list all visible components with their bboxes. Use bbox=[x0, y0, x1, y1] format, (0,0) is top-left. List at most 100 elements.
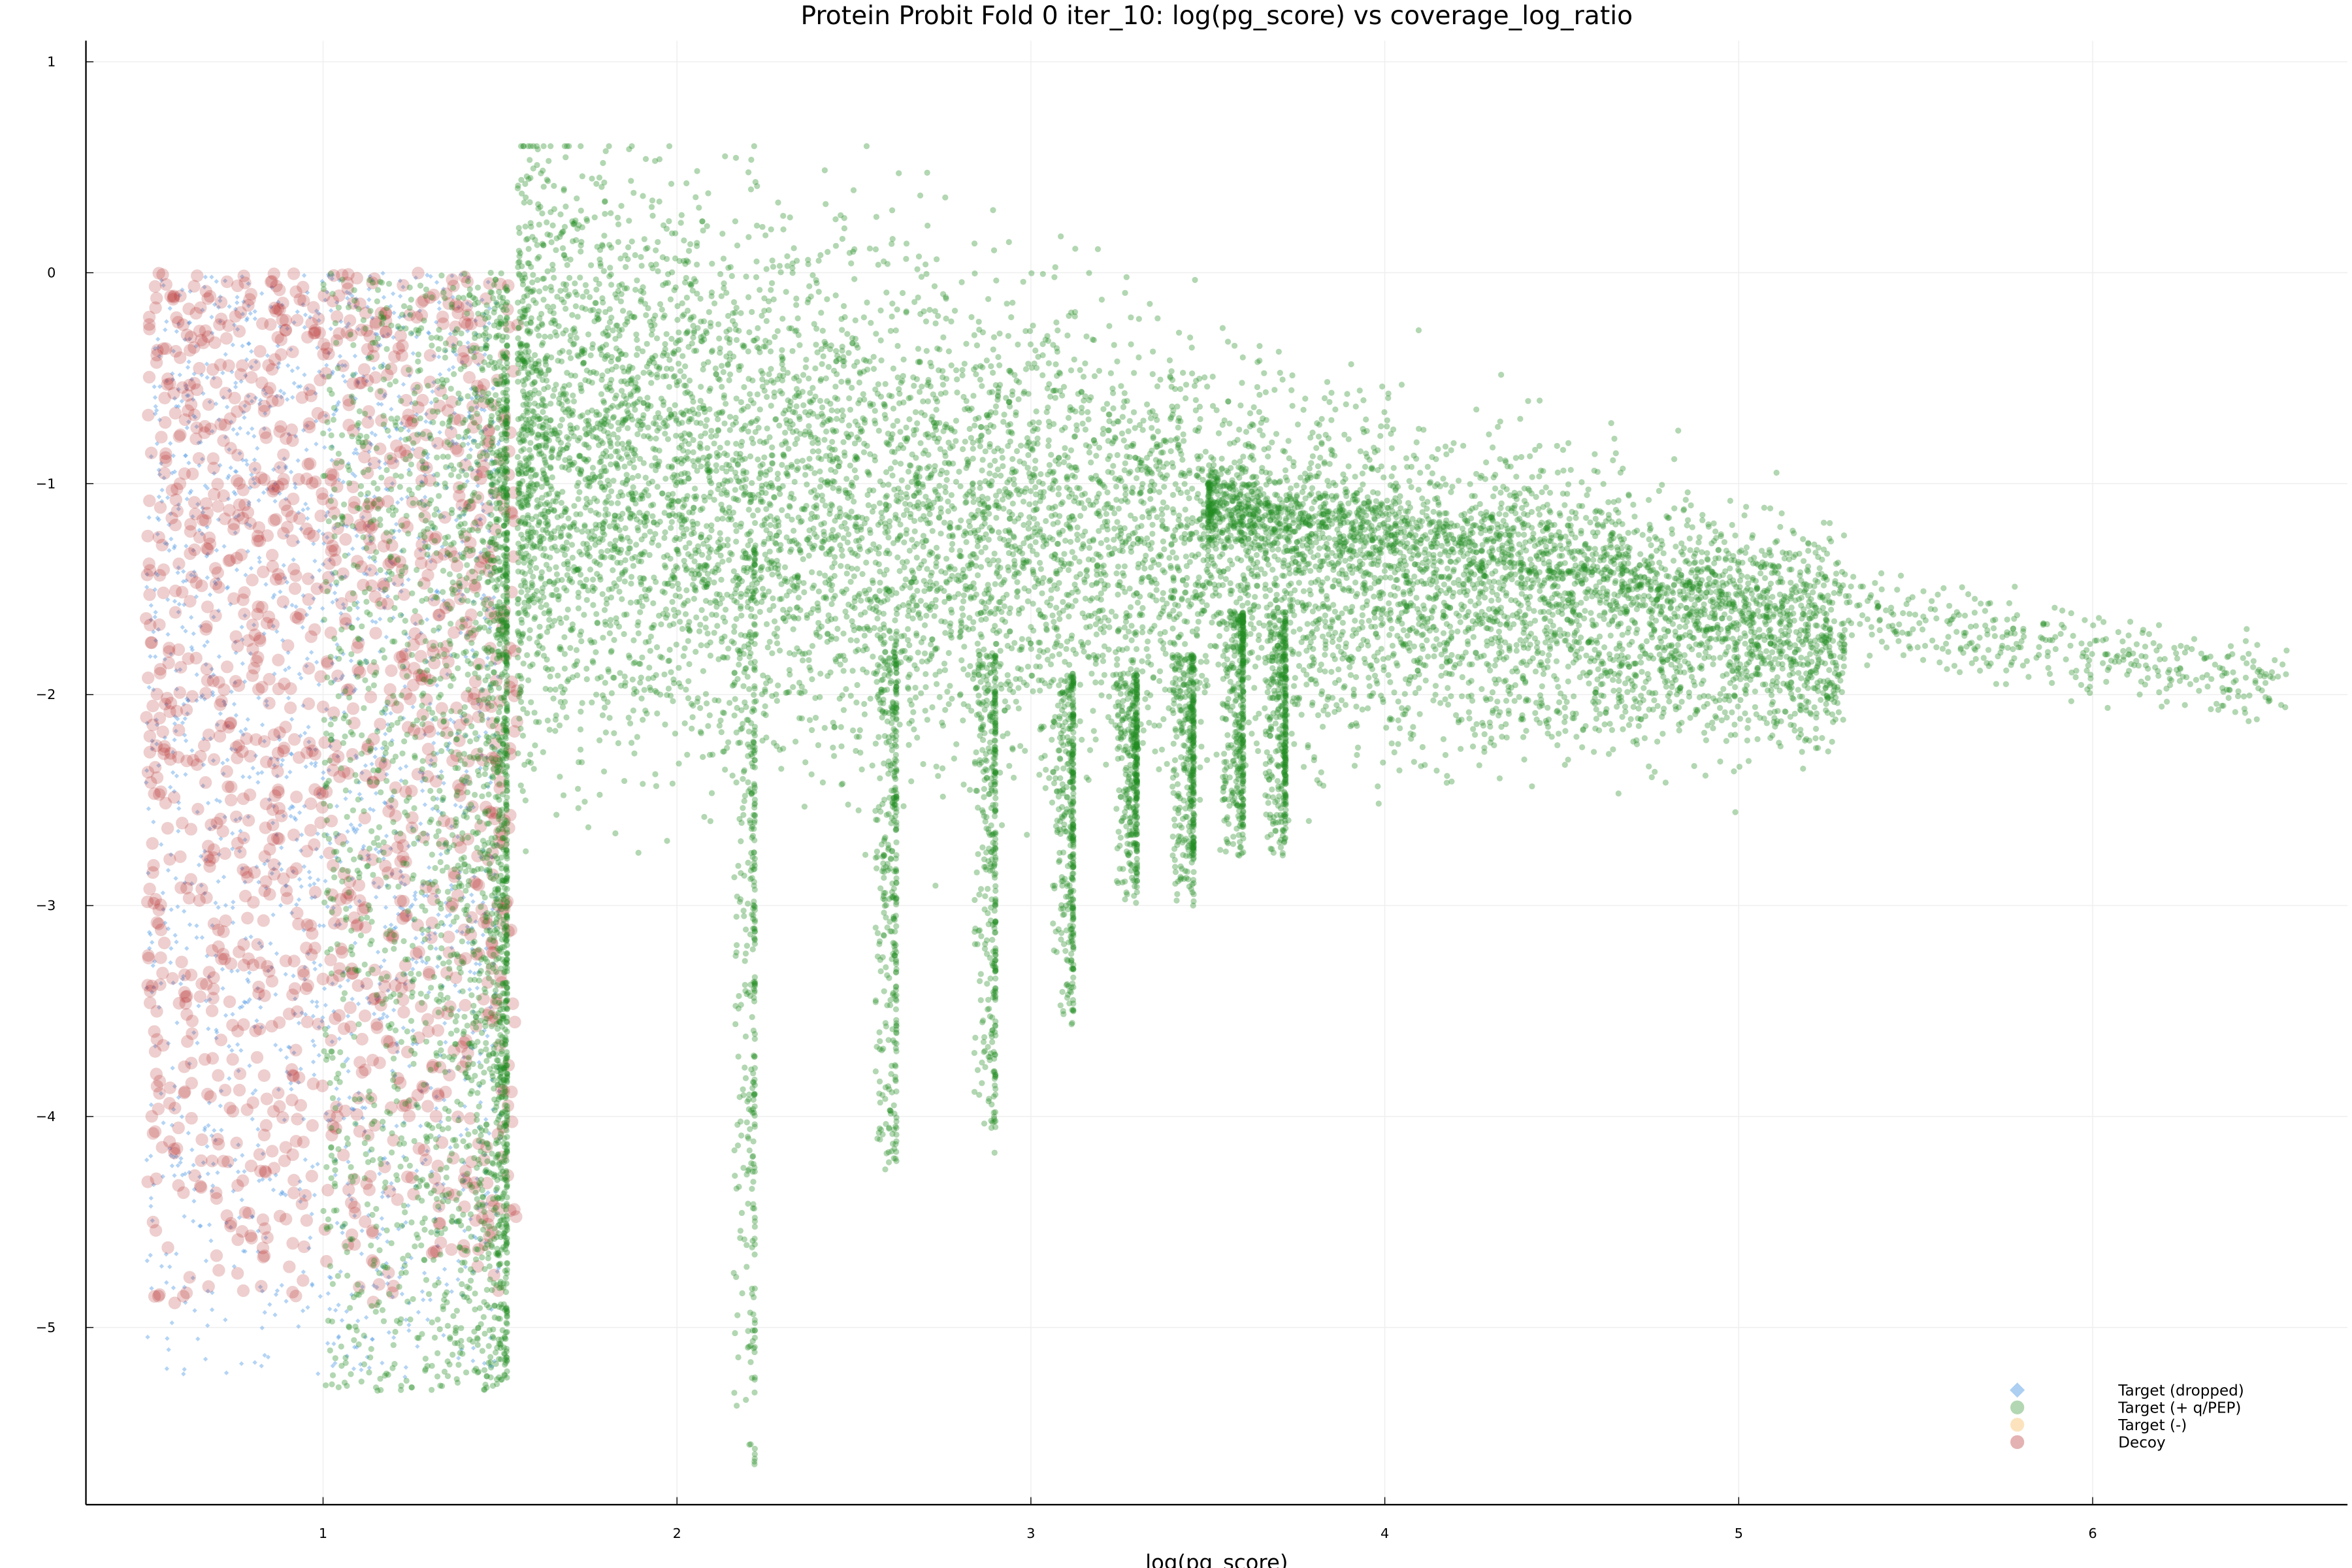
data-point-decoy bbox=[257, 1249, 271, 1262]
data-point-decoy bbox=[185, 570, 199, 583]
data-point-decoy bbox=[297, 964, 310, 978]
data-point-target-q-pep bbox=[426, 500, 433, 507]
data-point-target-q-pep bbox=[478, 397, 485, 403]
data-point-decoy bbox=[416, 393, 429, 407]
data-point-target-q-pep bbox=[478, 711, 485, 718]
data-point-target-q-pep bbox=[472, 1256, 480, 1263]
data-point-target-dropped bbox=[169, 1320, 174, 1326]
data-point-decoy bbox=[369, 371, 382, 384]
data-point-decoy bbox=[274, 348, 287, 361]
data-point-target-dropped bbox=[403, 972, 408, 977]
data-point-target-q-pep bbox=[346, 480, 353, 487]
data-point-target-q-pep bbox=[343, 906, 350, 912]
data-point-target-dropped bbox=[246, 502, 252, 508]
data-point-target-dropped bbox=[325, 534, 330, 540]
data-point-decoy bbox=[220, 332, 233, 345]
data-point-decoy bbox=[423, 725, 436, 738]
data-point-decoy bbox=[212, 1069, 225, 1082]
data-point-target-q-pep bbox=[447, 1334, 453, 1341]
data-point-target-dropped bbox=[394, 427, 400, 433]
data-point-decoy bbox=[251, 938, 264, 951]
data-point-decoy bbox=[143, 588, 156, 601]
data-point-target-dropped bbox=[342, 1222, 347, 1228]
data-point-target-q-pep bbox=[408, 330, 414, 336]
data-point-target-dropped bbox=[291, 320, 297, 325]
data-point-target-dropped bbox=[377, 465, 382, 470]
data-point-target-dropped bbox=[265, 353, 270, 358]
data-point-target-q-pep bbox=[389, 529, 395, 535]
data-point-target-q-pep bbox=[325, 518, 332, 525]
data-point-decoy bbox=[335, 946, 349, 959]
data-point-target-q-pep bbox=[390, 1342, 397, 1348]
data-point-decoy bbox=[316, 493, 330, 506]
data-point-target-dropped bbox=[497, 1112, 502, 1117]
data-point-target-q-pep bbox=[504, 1028, 510, 1035]
data-point-target-dropped bbox=[224, 585, 230, 591]
data-point-decoy bbox=[185, 1111, 198, 1125]
data-point-target-q-pep bbox=[382, 586, 389, 593]
data-point-target-q-pep bbox=[429, 294, 435, 301]
data-point-target-dropped bbox=[446, 1068, 452, 1074]
data-point-target-q-pep bbox=[335, 365, 341, 372]
data-point-target-dropped bbox=[186, 698, 191, 703]
data-point-target-q-pep bbox=[448, 621, 454, 627]
data-point-decoy bbox=[273, 1209, 287, 1223]
data-point-target-dropped bbox=[312, 747, 318, 753]
data-point-target-dropped bbox=[171, 980, 176, 986]
data-point-decoy bbox=[274, 461, 287, 474]
data-point-decoy bbox=[142, 671, 155, 685]
data-point-decoy bbox=[412, 267, 425, 280]
data-point-decoy bbox=[146, 1215, 159, 1229]
data-point-target-dropped bbox=[438, 1119, 444, 1124]
data-point-decoy bbox=[255, 1280, 268, 1293]
data-point-target-dropped bbox=[391, 926, 397, 931]
data-point-target-q-pep bbox=[484, 617, 491, 624]
data-point-target-q-pep bbox=[482, 677, 489, 684]
data-point-target-dropped bbox=[323, 413, 329, 418]
data-point-target-dropped bbox=[178, 1160, 183, 1166]
data-point-target-q-pep bbox=[378, 789, 384, 796]
data-point-target-dropped bbox=[474, 389, 480, 395]
data-point-target-q-pep bbox=[451, 1340, 458, 1347]
data-point-target-dropped bbox=[476, 969, 482, 975]
data-point-decoy bbox=[304, 797, 318, 810]
data-point-target-dropped bbox=[163, 1252, 169, 1257]
data-point-target-dropped bbox=[352, 1213, 357, 1218]
data-point-decoy bbox=[263, 696, 276, 710]
data-point-target-q-pep bbox=[461, 270, 468, 277]
data-point-decoy bbox=[400, 1170, 414, 1183]
data-point-target-dropped bbox=[149, 1286, 154, 1291]
data-point-target-q-pep bbox=[395, 1086, 401, 1092]
data-point-target-q-pep bbox=[410, 826, 417, 833]
data-point-target-q-pep bbox=[365, 970, 372, 977]
data-point-decoy bbox=[305, 317, 318, 330]
data-point-target-dropped bbox=[299, 832, 304, 838]
data-point-target-dropped bbox=[399, 589, 404, 594]
data-point-target-q-pep bbox=[431, 1256, 437, 1263]
data-point-target-q-pep bbox=[493, 910, 500, 917]
data-point-target-dropped bbox=[233, 306, 238, 312]
data-point-decoy bbox=[289, 569, 302, 582]
data-point-target-q-pep bbox=[401, 629, 408, 636]
data-point-decoy bbox=[288, 582, 302, 595]
data-point-decoy bbox=[287, 1186, 301, 1200]
data-point-target-q-pep bbox=[338, 765, 344, 772]
data-point-target-q-pep bbox=[344, 813, 350, 820]
data-point-target-q-pep bbox=[384, 1227, 390, 1233]
data-point-target-q-pep bbox=[464, 587, 470, 594]
data-point-decoy bbox=[258, 884, 271, 898]
data-point-target-q-pep bbox=[421, 528, 427, 535]
data-point-target-q-pep bbox=[442, 540, 449, 547]
data-point-target-dropped bbox=[302, 730, 308, 736]
data-point-target-q-pep bbox=[328, 732, 335, 738]
data-point-decoy bbox=[257, 735, 271, 748]
data-point-decoy bbox=[172, 1121, 185, 1135]
data-point-target-dropped bbox=[148, 1252, 153, 1258]
data-point-target-dropped bbox=[395, 911, 401, 917]
data-point-target-q-pep bbox=[346, 889, 352, 896]
data-point-target-dropped bbox=[444, 1282, 449, 1287]
data-point-target-dropped bbox=[181, 973, 186, 979]
data-point-target-q-pep bbox=[385, 280, 393, 287]
data-point-target-dropped bbox=[287, 770, 293, 775]
data-point-target-q-pep bbox=[457, 1350, 463, 1356]
